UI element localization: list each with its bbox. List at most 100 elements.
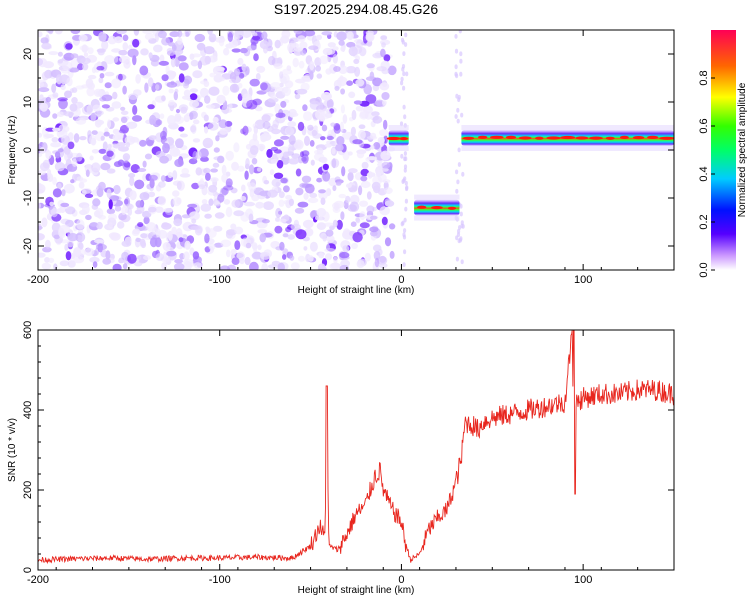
noise-speck [168, 99, 175, 106]
noise-speck [350, 221, 357, 227]
noise-speck [201, 199, 208, 205]
noise-speck [158, 60, 169, 66]
colorbar: 0.0 0.2 0.4 0.6 0.8 Normalized spectral ampl… [698, 30, 748, 278]
noise-speck [339, 264, 350, 270]
noise-speck [82, 204, 90, 215]
noise-speck [189, 110, 198, 120]
noise-speck [190, 59, 199, 67]
noise-speck [458, 237, 462, 243]
noise-speck [178, 237, 184, 243]
noise-speck [52, 92, 59, 98]
noise-speck [245, 242, 252, 249]
noise-speck [459, 203, 463, 209]
noise-speck [190, 225, 201, 230]
noise-speck [166, 50, 176, 56]
noise-speck [45, 96, 51, 103]
noise-speck [166, 250, 177, 257]
noise-speck [64, 90, 72, 99]
noise-speck [98, 31, 107, 42]
noise-speck [279, 241, 285, 251]
noise-speck [340, 46, 346, 52]
noise-speck [289, 255, 295, 261]
noise-speck [282, 151, 289, 159]
noise-speck [197, 60, 203, 70]
noise-speck [304, 30, 316, 37]
spectral-peak [632, 136, 645, 140]
noise-speck [38, 225, 43, 230]
noise-speck [402, 71, 406, 77]
noise-speck [129, 136, 140, 143]
noise-speck [202, 137, 214, 149]
noise-speck [378, 262, 388, 269]
noise-speck [58, 98, 68, 110]
noise-speck [89, 222, 98, 227]
noise-speck [175, 228, 183, 238]
noise-speck [342, 245, 350, 253]
x-tick-label: 100 [574, 574, 592, 586]
noise-speck [181, 32, 186, 37]
noise-speck [144, 153, 153, 160]
noise-speck [366, 205, 375, 214]
noise-speck [455, 188, 459, 194]
noise-speck [155, 253, 164, 261]
noise-speck [162, 242, 171, 251]
spectral-peak [605, 136, 615, 140]
noise-speck [122, 160, 131, 171]
noise-speck [237, 165, 245, 172]
noise-speck [73, 255, 85, 264]
noise-speck [149, 178, 155, 189]
noise-speck [167, 172, 173, 179]
noise-speck [184, 31, 190, 37]
noise-speck [41, 71, 49, 81]
noise-speck [317, 263, 326, 270]
noise-speck [121, 251, 129, 261]
noise-speck [189, 100, 200, 108]
noise-speck [48, 257, 55, 264]
noise-speck [121, 206, 127, 215]
noise-speck [95, 119, 105, 125]
noise-speck [161, 74, 169, 82]
noise-speck [173, 91, 178, 101]
noise-speck [351, 109, 357, 121]
noise-speck [374, 257, 380, 268]
noise-speck [189, 88, 199, 93]
noise-speck [457, 147, 461, 153]
noise-speck [455, 93, 459, 99]
noise-speck [280, 100, 287, 108]
noise-speck [191, 218, 197, 224]
noise-speck [41, 42, 52, 50]
noise-speck [402, 234, 407, 240]
noise-speck [246, 99, 258, 110]
noise-speck [354, 66, 361, 77]
noise-speck [252, 132, 258, 142]
colorbar-tick-label: 0.6 [698, 118, 710, 133]
noise-speck [132, 55, 137, 66]
noise-speck [307, 197, 319, 204]
noise-speck [212, 162, 220, 168]
noise-speck [275, 207, 282, 218]
noise-speck [67, 260, 76, 268]
noise-speck [454, 48, 459, 54]
noise-speck [219, 265, 231, 270]
noise-speck [347, 151, 353, 156]
noise-speck [251, 157, 258, 165]
noise-speck [225, 150, 234, 161]
noise-speck [384, 187, 393, 195]
noise-speck [404, 156, 408, 162]
noise-speck [270, 82, 281, 90]
noise-speck [111, 48, 121, 53]
noise-speck [99, 73, 105, 79]
noise-speck [87, 82, 95, 90]
noise-speck [70, 179, 75, 184]
noise-speck [237, 83, 243, 89]
noise-speck [108, 222, 113, 229]
spectral-peak [505, 135, 517, 139]
noise-speck [80, 57, 91, 65]
noise-speck [48, 51, 59, 56]
noise-speck [251, 251, 263, 260]
noise-speck [301, 156, 307, 162]
noise-speck [231, 257, 240, 266]
noise-speck [204, 95, 211, 104]
noise-speck [207, 122, 219, 131]
noise-speck [57, 182, 62, 190]
